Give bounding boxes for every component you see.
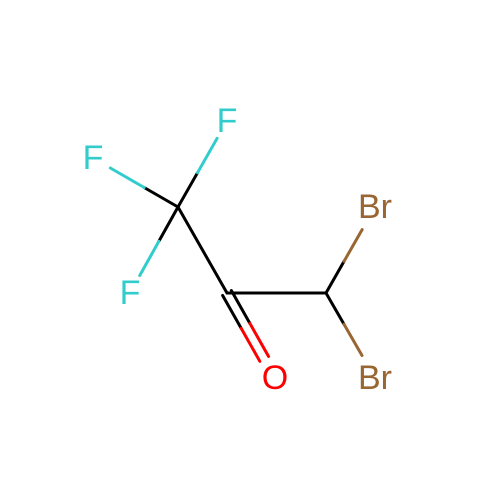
bond-line [198,138,218,172]
bond-line [140,241,159,275]
bond-line [344,324,362,355]
bond-line [144,187,178,207]
atom-label-f2: F [83,139,104,177]
bond-line [110,168,144,188]
atom-label-f1: F [217,102,238,140]
atom-label-br1: Br [358,188,392,226]
atom-label-f3: F [120,274,141,312]
bond-line [344,230,362,262]
bond-line [178,173,198,207]
bond-line [326,261,344,293]
bond-line [178,207,227,293]
bond-line [326,293,344,324]
molecule-diagram: F F F O Br Br [0,0,500,500]
atom-label-br2: Br [358,359,392,397]
atom-label-o: O [262,359,288,397]
bond-line [159,207,178,241]
